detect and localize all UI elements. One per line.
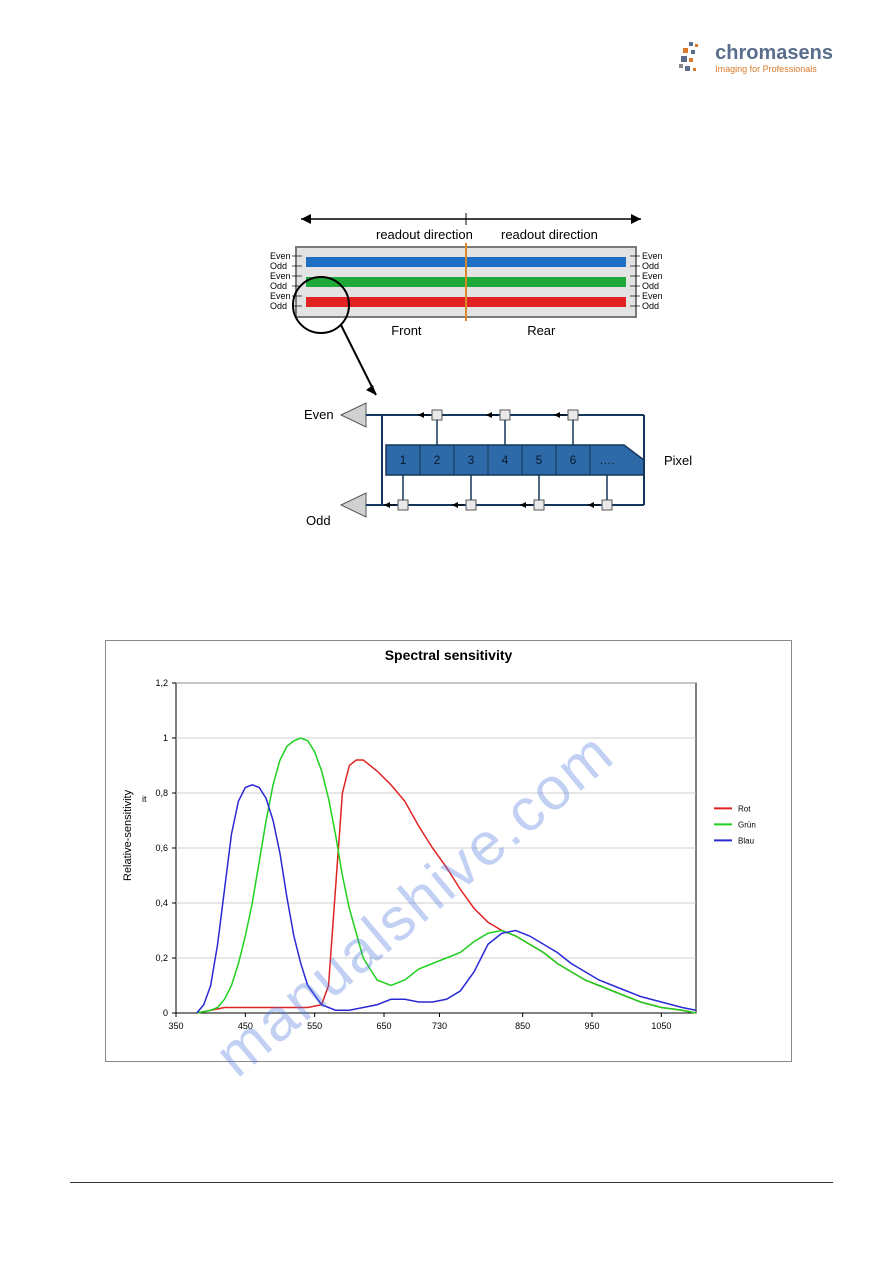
svg-text:1: 1 (400, 453, 407, 467)
spectral-chart-svg: 0 0,2 0,4 0,6 0,8 1 1,2 350 450 550 650 730 850 950 10… (106, 663, 789, 1053)
svg-text:650: 650 (376, 1021, 391, 1031)
svg-text:1,2: 1,2 (155, 678, 168, 688)
svg-text:Even: Even (642, 291, 663, 301)
svg-text:950: 950 (584, 1021, 599, 1031)
svg-text:Pixel: Pixel (664, 453, 692, 468)
svg-text:Relative-sensitivity: Relative-sensitivity (122, 789, 134, 881)
svg-text:0,4: 0,4 (155, 898, 168, 908)
svg-text:0,8: 0,8 (155, 788, 168, 798)
logo-tagline: Imaging for Professionals (715, 65, 833, 74)
svg-text:it: it (142, 794, 147, 804)
svg-text:1: 1 (163, 733, 168, 743)
svg-text:readout direction: readout direction (501, 227, 598, 242)
svg-text:0: 0 (163, 1008, 168, 1018)
logo-name: chromasens (715, 43, 833, 63)
svg-text:850: 850 (515, 1021, 530, 1031)
svg-text:350: 350 (168, 1021, 183, 1031)
svg-text:readout direction: readout direction (376, 227, 473, 242)
svg-text:Rot: Rot (738, 804, 751, 813)
svg-text:Even: Even (270, 291, 291, 301)
svg-text:1050: 1050 (651, 1021, 671, 1031)
svg-text:Even: Even (270, 271, 291, 281)
sensor-diagram-svg: readout direction readout direction Even Ev… (246, 205, 726, 575)
svg-text:Even: Even (270, 251, 291, 261)
svg-text:0,2: 0,2 (155, 953, 168, 963)
svg-text:Odd: Odd (270, 261, 287, 271)
svg-text:….: …. (599, 453, 614, 467)
svg-text:4: 4 (502, 453, 509, 467)
svg-text:730: 730 (432, 1021, 447, 1031)
svg-text:2: 2 (434, 453, 441, 467)
svg-text:6: 6 (570, 453, 577, 467)
svg-text:Even: Even (304, 407, 334, 422)
svg-text:Odd: Odd (642, 301, 659, 311)
svg-text:Front: Front (391, 323, 422, 338)
svg-text:Blau: Blau (738, 836, 754, 845)
svg-text:450: 450 (238, 1021, 253, 1031)
svg-text:Odd: Odd (642, 261, 659, 271)
svg-text:Odd: Odd (642, 281, 659, 291)
svg-text:3: 3 (468, 453, 475, 467)
footer-line (70, 1182, 833, 1183)
svg-text:Rear: Rear (527, 323, 556, 338)
svg-text:Grün: Grün (738, 820, 756, 829)
sensor-diagram: readout direction readout direction Even Ev… (246, 205, 726, 580)
svg-text:Even: Even (642, 271, 663, 281)
svg-text:Odd: Odd (306, 513, 331, 528)
svg-text:5: 5 (536, 453, 543, 467)
svg-text:Even: Even (642, 251, 663, 261)
svg-text:0,6: 0,6 (155, 843, 168, 853)
spectral-chart-panel: Spectral sensitivity 0 0,2 0,4 0,6 0,8 1 1,2 35… (105, 640, 792, 1062)
chart-title: Spectral sensitivity (106, 647, 791, 663)
svg-text:Odd: Odd (270, 281, 287, 291)
svg-text:Odd: Odd (270, 301, 287, 311)
logo-mark-icon (673, 40, 709, 76)
svg-text:550: 550 (307, 1021, 322, 1031)
logo: chromasens Imaging for Professionals (673, 40, 833, 76)
